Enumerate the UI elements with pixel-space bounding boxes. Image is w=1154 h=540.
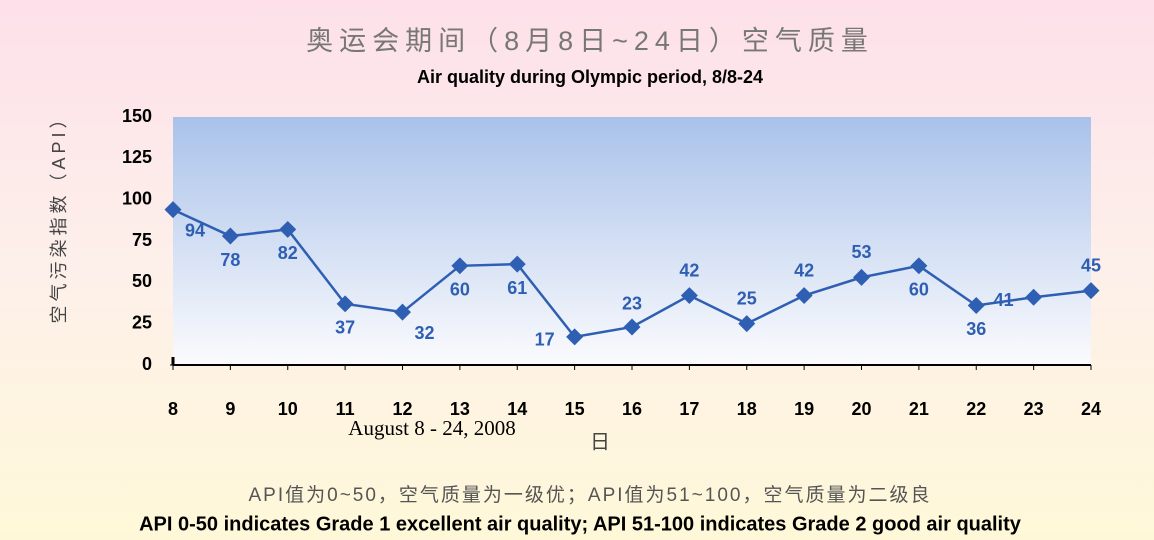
data-label: 25 (737, 288, 757, 308)
x-axis-label: 日 (590, 431, 610, 453)
data-label: 42 (794, 260, 814, 280)
y-tick-label: 100 (122, 188, 152, 208)
x-tick-label: 23 (1024, 399, 1044, 419)
x-tick-label: 18 (737, 399, 757, 419)
point (221, 227, 239, 245)
x-tick-label: 14 (507, 399, 527, 419)
chart-subtitle: Air quality during Olympic period, 8/8-2… (417, 67, 763, 87)
point (164, 201, 182, 219)
x-tick-label: 22 (966, 399, 986, 419)
point (508, 255, 526, 273)
point (394, 303, 411, 321)
data-label: 61 (507, 278, 527, 298)
data-label: 23 (622, 294, 642, 314)
data-label: 41 (994, 290, 1014, 310)
x-tick-label: 11 (336, 399, 355, 419)
data-label: 32 (414, 323, 434, 343)
data-label: 17 (535, 330, 555, 350)
point (623, 318, 641, 336)
x-tick-label: 15 (565, 399, 585, 419)
y-tick-label: 50 (132, 271, 152, 291)
y-tick-label: 75 (132, 230, 152, 250)
x-tick-label: 13 (450, 399, 470, 419)
note-en: API 0-50 indicates Grade 1 excellent air… (139, 513, 1022, 535)
chart-title: 奥运会期间（8月8日~24日）空气质量 (306, 26, 874, 56)
x-tick-label: 20 (851, 399, 871, 419)
x-tick-label: 19 (794, 399, 814, 419)
point (566, 328, 584, 346)
data-label: 94 (185, 220, 205, 240)
data-label: 82 (278, 243, 298, 263)
data-label: 45 (1081, 255, 1101, 275)
y-tick-label: 25 (132, 312, 152, 332)
x-tick-label: 16 (622, 399, 642, 419)
x-tick-label: 8 (168, 399, 178, 419)
note-cn: API值为0~50，空气质量为一级优；API值为51~100，空气质量为二级良 (249, 484, 932, 506)
point (279, 220, 297, 238)
x-tick-label: 24 (1081, 399, 1101, 419)
x-tick-label: 21 (909, 399, 929, 419)
data-label: 60 (909, 280, 929, 300)
y-tick-label: 125 (122, 147, 152, 167)
x-tick-label: 17 (679, 399, 699, 419)
annotation: August 8 - 24, 2008 (348, 416, 515, 440)
data-label: 60 (450, 280, 470, 300)
point (451, 257, 469, 275)
x-tick-label: 10 (278, 399, 298, 419)
data-label: 36 (966, 319, 986, 339)
y-tick-label: 150 (122, 106, 152, 126)
data-label: 78 (220, 250, 240, 270)
y-tick-label: 0 (142, 354, 152, 374)
data-label: 42 (679, 260, 699, 280)
point (967, 296, 985, 314)
point (738, 315, 756, 333)
x-tick-label: 9 (225, 399, 235, 419)
point (853, 268, 870, 286)
point (680, 287, 698, 305)
data-label: 53 (851, 242, 871, 262)
point (910, 257, 928, 275)
point (795, 287, 813, 305)
data-label: 37 (335, 318, 355, 338)
y-axis-label: 空气污染指数（API） (49, 106, 69, 323)
x-tick-label: 12 (392, 399, 412, 419)
point (336, 295, 354, 313)
